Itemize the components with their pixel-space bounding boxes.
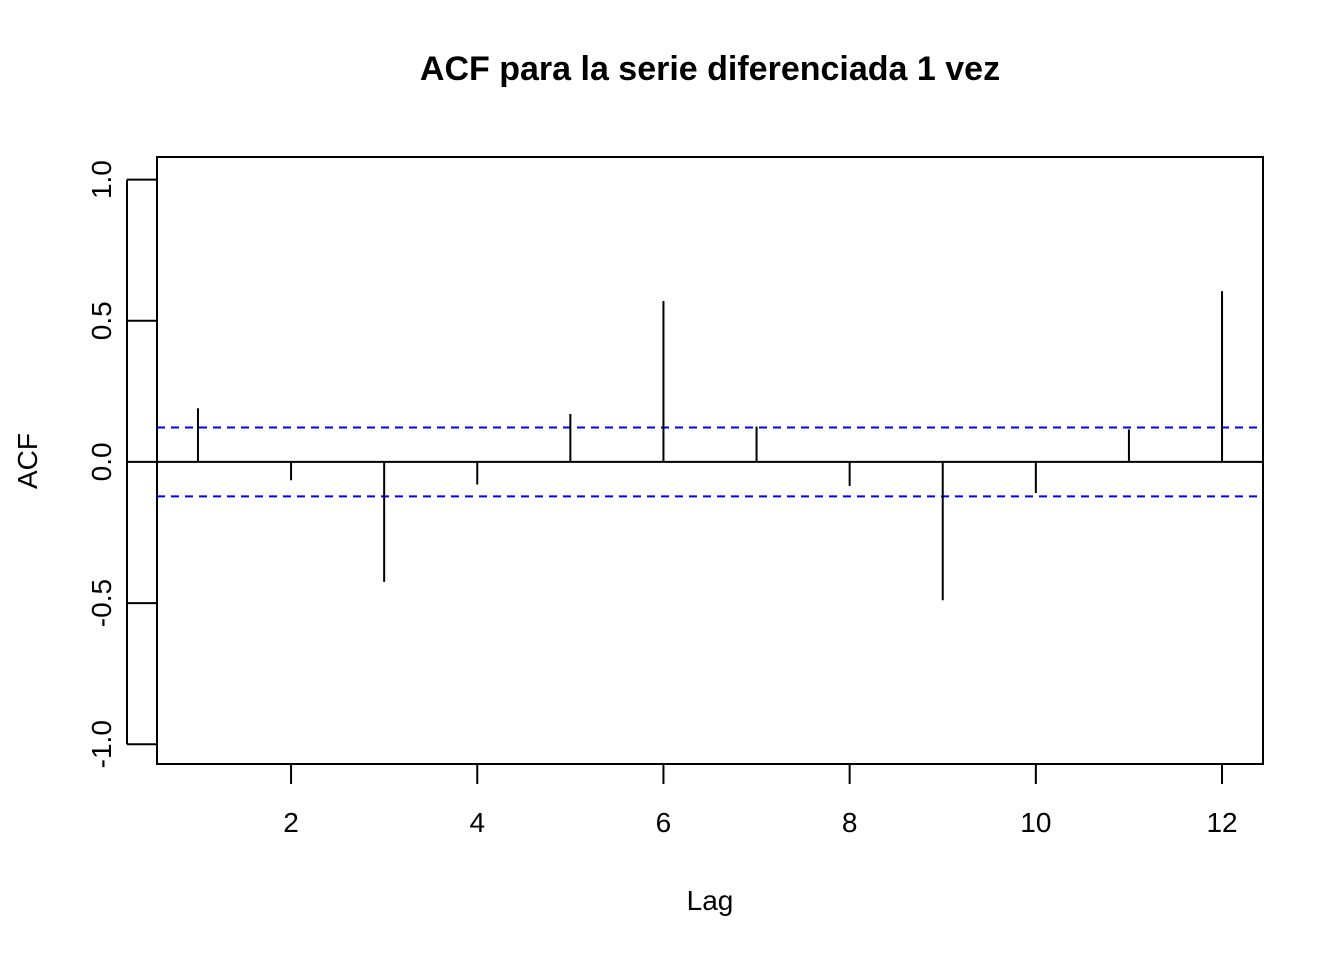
- y-axis: -1.0 -0.5 0.0 0.5 1.0: [86, 160, 157, 768]
- y-tick-label: 0.0: [86, 442, 117, 481]
- x-tick-label: 4: [469, 807, 485, 838]
- y-tick-label: -1.0: [86, 720, 117, 768]
- x-tick-label: 2: [283, 807, 299, 838]
- chart-title: ACF para la serie diferenciada 1 vez: [420, 50, 1000, 88]
- x-tick-label: 12: [1206, 807, 1237, 838]
- plot-area: [157, 291, 1263, 601]
- x-axis: 2 4 6 8 10 12: [283, 764, 1238, 838]
- y-axis-label: ACF: [12, 433, 43, 489]
- x-axis-label: Lag: [687, 885, 734, 916]
- x-tick-label: 10: [1020, 807, 1051, 838]
- x-tick-label: 6: [656, 807, 672, 838]
- plot-frame: [156, 156, 1264, 765]
- y-tick-label: -0.5: [86, 579, 117, 627]
- y-tick-label: 0.5: [86, 301, 117, 340]
- y-tick-label: 1.0: [86, 160, 117, 199]
- x-tick-label: 8: [842, 807, 858, 838]
